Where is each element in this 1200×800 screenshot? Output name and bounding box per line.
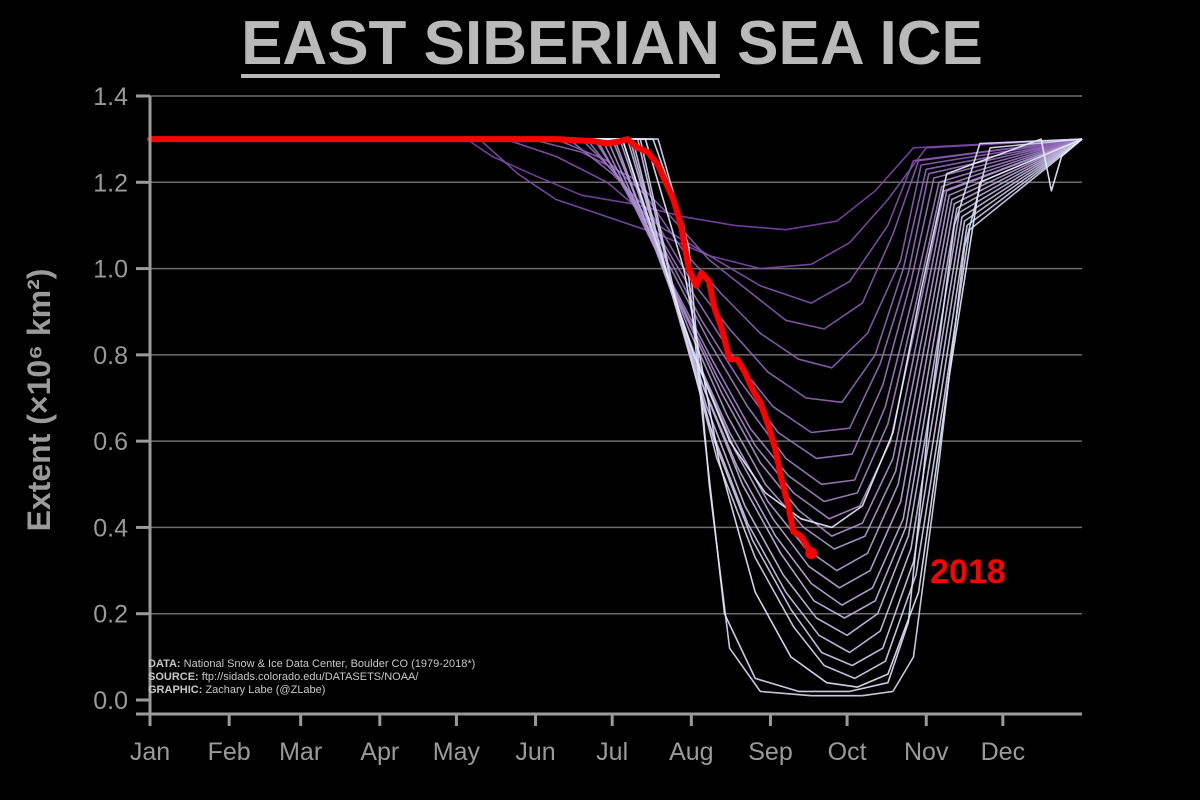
y-tick-label-1.2: 1.2 (93, 169, 128, 197)
y-tick-label-0.2: 0.2 (93, 601, 128, 629)
x-tick-label-Mar: Mar (279, 738, 322, 766)
credit-graphic-label: GRAPHIC: (148, 684, 202, 696)
chart-title-underlined-part: EAST SIBERIAN (241, 9, 720, 78)
y-tick-label-1.4: 1.4 (93, 83, 128, 111)
x-tick-label-May: May (433, 738, 481, 766)
credit-data-label: DATA: (148, 658, 181, 670)
credit-source-text: ftp://sidads.colorado.edu/DATASETS/NOAA/ (199, 671, 420, 683)
credit-graphic-text: Zachary Labe (@ZLabe) (202, 684, 325, 696)
chart-title: EAST SIBERIAN SEA ICE (241, 9, 983, 78)
x-tick-label-Jun: Jun (515, 738, 555, 766)
x-tick-label-Jan: Jan (130, 738, 170, 766)
x-tick-label-Dec: Dec (981, 738, 1025, 766)
y-tick-label-0.0: 0.0 (93, 687, 128, 715)
year-line-25 (150, 138, 1083, 529)
axis-layer: 0.0 0.2 0.4 0.6 0.8 1.0 1.2 1.4 Jan Feb Mar Apr May J… (93, 83, 1082, 766)
y-tick-label-0.6: 0.6 (93, 428, 128, 456)
y-tick-label-1.0: 1.0 (93, 256, 128, 284)
x-tick-label-Nov: Nov (904, 738, 949, 766)
year-line-6 (150, 138, 1083, 404)
y-tick-label-0.4: 0.4 (93, 514, 128, 542)
year-2018-annotation: 2018 (930, 553, 1006, 591)
year-line-1 (150, 138, 1083, 231)
x-tick-label-Aug: Aug (669, 738, 713, 766)
year-line-24 (150, 138, 1083, 688)
year-line-21 (150, 138, 1083, 680)
x-tick-label-Oct: Oct (828, 738, 867, 766)
x-tick-label-Sep: Sep (748, 738, 792, 766)
year-line-16 (150, 138, 1083, 606)
year-line-12 (150, 138, 1083, 537)
year-line-4 (150, 138, 1083, 330)
credit-graphic: GRAPHIC: Zachary Labe (@ZLabe) (148, 684, 325, 696)
highlight-layer (147, 136, 818, 560)
credit-data-text: National Snow & Ice Data Center, Boulder… (181, 658, 476, 670)
x-tick-label-Apr: Apr (360, 738, 399, 766)
chart-title-rest: SEA ICE (720, 9, 983, 78)
year-line-22 (150, 138, 1083, 697)
credit-source: SOURCE: ftp://sidads.colorado.edu/DATASE… (148, 671, 419, 683)
line-2018 (147, 136, 815, 557)
y-tick-label-0.8: 0.8 (93, 342, 128, 370)
credit-data: DATA: National Snow & Ice Data Center, B… (148, 658, 475, 670)
line-2018-endpoint (805, 547, 818, 560)
x-tick-label-Jul: Jul (596, 738, 628, 766)
year-line-19 (150, 138, 1083, 654)
year-line-11 (150, 138, 1083, 520)
year-line-3 (150, 138, 1083, 304)
credit-source-label: SOURCE: (148, 671, 199, 683)
credits-block: DATA: National Snow & Ice Data Center, B… (148, 658, 475, 696)
y-axis-label: Extent (×10⁶ km²) (21, 269, 57, 532)
x-tick-label-Feb: Feb (208, 738, 251, 766)
